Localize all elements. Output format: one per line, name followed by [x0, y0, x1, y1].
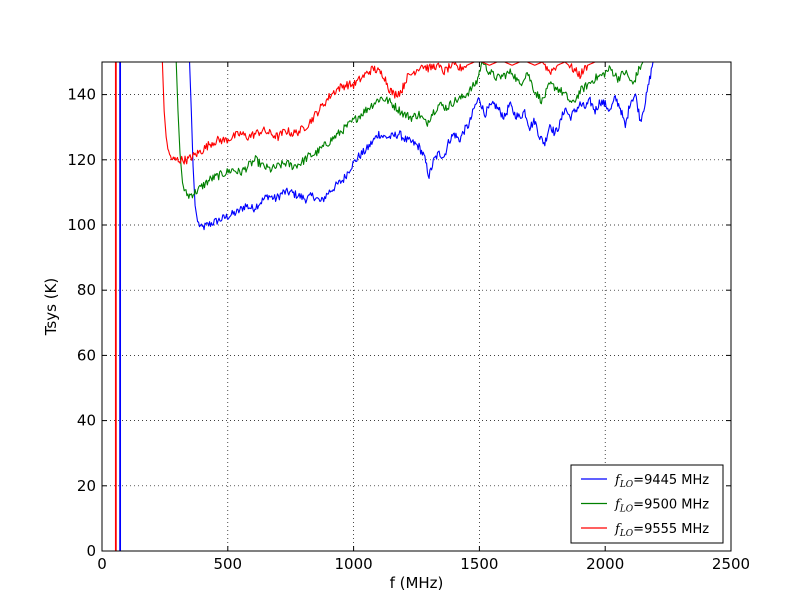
series-line-3	[161, 62, 608, 165]
series-group	[114, 62, 654, 551]
legend-var: f	[614, 522, 622, 537]
series-line-2	[175, 62, 644, 199]
legend-subscript: LO	[619, 505, 634, 515]
y-tick-label: 20	[77, 477, 96, 495]
x-tick-label: 1500	[460, 555, 498, 573]
y-tick-label: 140	[67, 86, 96, 104]
y-tick-label: 60	[77, 346, 96, 364]
legend-var: f	[614, 473, 622, 488]
legend-label: =9555 MHz	[633, 522, 709, 537]
y-tick-label: 100	[67, 216, 96, 234]
legend-entry: fLO=9500 MHz	[614, 498, 709, 515]
legend-subscript: LO	[619, 529, 634, 539]
x-tick-label: 0	[97, 555, 107, 573]
y-axis-label: Tsys (K)	[42, 278, 60, 337]
series-line-1	[189, 62, 654, 231]
legend-entry: fLO=9555 MHz	[614, 522, 709, 539]
y-tick-label: 40	[77, 412, 96, 430]
legend-label: =9500 MHz	[633, 498, 709, 513]
y-tick-label: 120	[67, 151, 96, 169]
y-tick-label: 80	[77, 281, 96, 299]
legend-subscript: LO	[619, 480, 634, 490]
legend-box	[570, 464, 724, 544]
ticks: 0 500 1000 1500 2000 2500 0 20 40 60 80 100 120 140	[67, 62, 750, 573]
legend-var: f	[614, 498, 622, 513]
legend-entry: fLO=9445 MHz	[614, 473, 709, 490]
plot-frame	[101, 61, 732, 552]
x-tick-label: 500	[213, 555, 242, 573]
x-tick-label: 1000	[335, 555, 373, 573]
grid	[102, 62, 731, 551]
x-axis-label: f (MHz)	[390, 574, 444, 592]
y-tick-label: 0	[86, 542, 96, 560]
legend-label: =9445 MHz	[633, 473, 709, 488]
x-tick-label: 2000	[586, 555, 624, 573]
x-tick-label: 2500	[712, 555, 750, 573]
